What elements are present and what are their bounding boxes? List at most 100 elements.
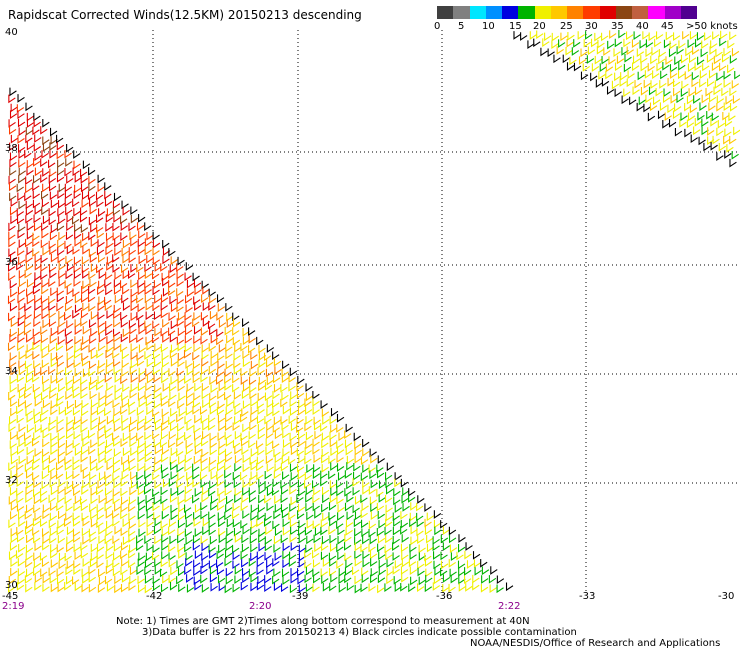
wind-barb	[578, 56, 587, 65]
wind-barb	[241, 534, 249, 544]
wind-barb	[442, 542, 451, 551]
wind-barb	[32, 175, 41, 184]
wind-barb	[660, 70, 668, 80]
wind-barb	[402, 503, 410, 512]
wind-barb	[320, 526, 328, 536]
wind-barb	[201, 438, 209, 447]
wind-barb	[631, 39, 640, 48]
wind-barb	[186, 472, 194, 481]
wind-barb	[185, 511, 193, 520]
wind-barb	[23, 326, 32, 336]
wind-barb	[152, 430, 160, 440]
wind-barb	[217, 414, 226, 424]
wind-barb	[426, 543, 435, 553]
wind-barb	[362, 464, 370, 474]
wind-barb	[80, 224, 89, 233]
wind-barb	[26, 480, 34, 489]
wind-barb	[513, 31, 521, 40]
wind-barb	[154, 566, 163, 575]
wind-barb	[290, 422, 299, 432]
wind-barb	[353, 518, 362, 528]
wind-barb	[472, 574, 480, 584]
wind-barb	[120, 542, 129, 551]
wind-barb	[694, 62, 702, 72]
wind-barb	[160, 309, 169, 319]
wind-barb	[49, 384, 57, 393]
wind-barb	[65, 503, 73, 513]
wind-barb	[670, 70, 678, 79]
wind-barb	[224, 557, 232, 567]
wind-barb	[707, 136, 715, 145]
wind-barb	[184, 454, 193, 464]
wind-barb	[129, 390, 137, 399]
wind-barb	[81, 446, 89, 456]
wind-barb	[218, 422, 226, 432]
wind-barb	[113, 310, 121, 320]
wind-barb	[370, 558, 378, 567]
wind-barb	[33, 118, 41, 128]
wind-barb	[194, 528, 203, 538]
wind-barb	[194, 446, 203, 455]
wind-barb	[693, 126, 701, 136]
wind-barb	[376, 502, 385, 512]
wind-barb	[724, 150, 732, 159]
wind-barb	[184, 375, 192, 384]
wind-barb	[217, 400, 225, 410]
wind-barb	[329, 582, 337, 592]
wind-barb	[266, 430, 274, 440]
wind-barb	[717, 120, 726, 129]
wind-barb	[40, 126, 48, 135]
wind-barb	[723, 71, 731, 80]
colorbar-swatch	[502, 6, 519, 19]
wind-barb	[144, 238, 153, 247]
wind-barb	[217, 303, 226, 312]
wind-barb	[58, 270, 66, 279]
wind-barb	[613, 48, 621, 57]
wind-barb	[121, 247, 129, 257]
wind-barb	[105, 398, 113, 407]
wind-barb	[50, 375, 58, 384]
wind-barb	[216, 328, 224, 338]
wind-barb	[57, 190, 65, 199]
wind-barb	[178, 504, 186, 513]
wind-barb	[153, 439, 161, 448]
wind-barb	[120, 215, 128, 225]
wind-barb	[369, 470, 377, 480]
wind-barb	[122, 270, 130, 280]
wind-barb	[226, 312, 234, 322]
wind-barb	[273, 535, 282, 545]
wind-barb	[425, 568, 433, 578]
wind-barb	[605, 63, 614, 73]
wind-barb	[685, 47, 693, 57]
wind-barb	[217, 368, 225, 378]
wind-barb	[264, 512, 272, 522]
wind-barb	[50, 544, 58, 553]
wind-barb	[136, 566, 144, 576]
wind-barb	[210, 471, 218, 480]
wind-barb	[177, 342, 185, 352]
wind-barb	[40, 414, 48, 423]
wind-barb	[551, 40, 559, 49]
wind-barb	[161, 551, 169, 560]
wind-barb	[200, 479, 208, 488]
wind-barb	[192, 360, 201, 370]
wind-barb	[168, 416, 176, 426]
wind-barb	[128, 423, 137, 433]
wind-barb	[232, 551, 240, 561]
wind-barb	[192, 406, 200, 415]
wind-barb	[282, 576, 290, 586]
wind-barb	[49, 127, 58, 137]
wind-barb	[424, 503, 432, 512]
wind-barb	[440, 534, 449, 544]
wind-barb	[25, 102, 33, 112]
wind-barb	[674, 103, 682, 112]
wind-barb	[209, 295, 217, 304]
wind-barb	[10, 134, 19, 144]
wind-barb	[274, 527, 283, 537]
wind-barb	[201, 559, 209, 569]
wind-barb	[65, 206, 73, 216]
wind-barb	[10, 215, 18, 225]
wind-barb	[144, 463, 152, 472]
wind-barb	[368, 486, 377, 495]
wind-barb	[130, 294, 138, 304]
